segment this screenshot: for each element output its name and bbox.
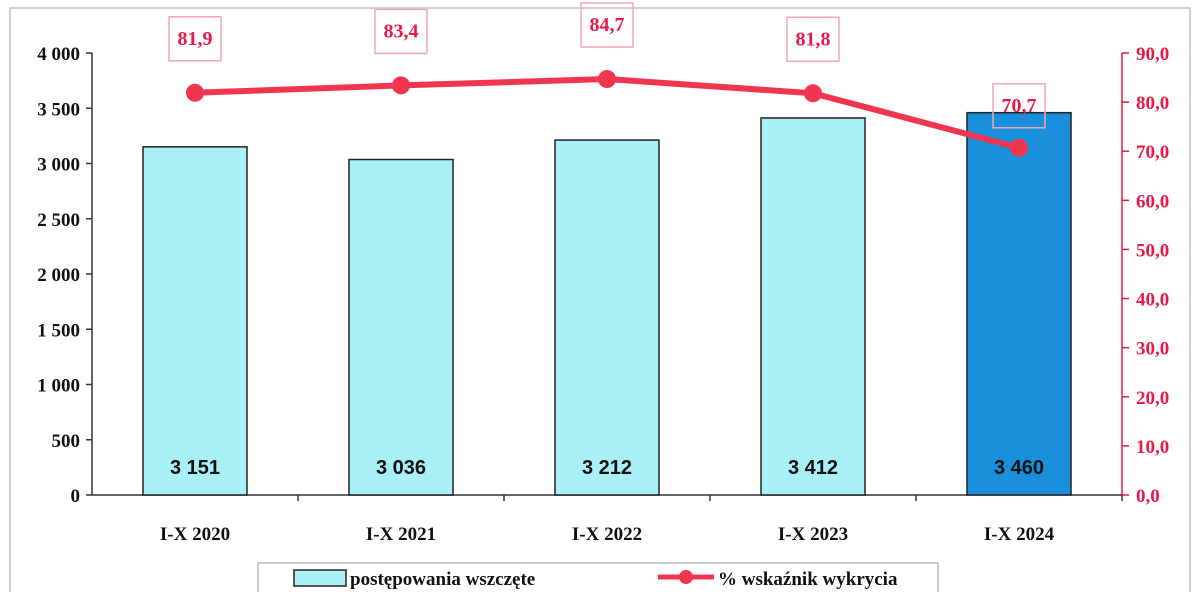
x-tick-label: I-X 2023 xyxy=(778,524,848,545)
left-tick-label: 0 xyxy=(71,486,81,507)
right-tick-label: 70,0 xyxy=(1136,142,1169,163)
left-tick-label: 1 000 xyxy=(37,376,80,397)
line-point xyxy=(804,84,822,103)
chart-border xyxy=(9,7,1191,592)
bar xyxy=(966,111,1072,496)
line-point xyxy=(186,83,204,102)
bar-value-label: 3 151 xyxy=(170,457,220,479)
bar xyxy=(348,158,454,496)
legend-bar-label: postępowania wszczęte xyxy=(350,569,535,590)
right-tick-label: 50,0 xyxy=(1136,240,1169,261)
x-tick-label: I-X 2020 xyxy=(160,524,230,545)
x-tick-label: I-X 2024 xyxy=(984,524,1055,545)
x-tick-label: I-X 2021 xyxy=(366,524,436,545)
right-tick-label: 20,0 xyxy=(1136,388,1169,409)
right-tick-label: 0,0 xyxy=(1136,486,1160,507)
bar xyxy=(142,146,248,496)
line-label-box xyxy=(168,16,222,62)
bar-value-label: 3 412 xyxy=(788,457,838,479)
line-point xyxy=(392,76,410,95)
bar-label-box xyxy=(569,451,645,481)
right-tick-label: 30,0 xyxy=(1136,339,1169,360)
left-tick-label: 3 000 xyxy=(37,155,80,176)
left-tick-label: 4 000 xyxy=(37,44,80,65)
line-value-label: 81,9 xyxy=(178,28,213,50)
line-series xyxy=(194,76,1020,151)
line-value-label: 81,8 xyxy=(796,28,831,50)
bar xyxy=(760,117,866,496)
line-label-box xyxy=(374,8,428,55)
right-tick-label: 90,0 xyxy=(1136,44,1169,65)
bar-value-label: 3 036 xyxy=(376,457,426,479)
right-tick-label: 60,0 xyxy=(1136,191,1169,212)
left-tick-label: 500 xyxy=(52,431,81,452)
line-value-label: 84,7 xyxy=(590,14,625,36)
x-tick-label: I-X 2022 xyxy=(572,524,642,545)
legend-line-marker xyxy=(679,570,693,584)
line-label-box xyxy=(786,16,840,63)
right-tick-label: 10,0 xyxy=(1136,437,1169,458)
bar-label-box xyxy=(157,451,233,481)
legend-bar-swatch xyxy=(293,569,347,587)
bar xyxy=(554,139,660,496)
left-tick-label: 1 500 xyxy=(37,320,80,341)
line-value-label: 70,7 xyxy=(1002,95,1037,117)
line-label-box xyxy=(992,83,1046,129)
bar-value-label: 3 460 xyxy=(994,457,1044,479)
legend-box xyxy=(257,562,939,592)
line-point xyxy=(1010,138,1028,157)
line-label-box xyxy=(580,2,634,48)
right-tick-label: 40,0 xyxy=(1136,290,1169,311)
bar-label-box xyxy=(363,451,439,481)
left-tick-label: 2 500 xyxy=(37,210,80,231)
line-point xyxy=(598,70,616,89)
left-tick-label: 3 500 xyxy=(37,99,80,120)
bar-value-label: 3 212 xyxy=(582,457,632,479)
right-tick-label: 80,0 xyxy=(1136,93,1169,114)
legend-line-label: % wskaźnik wykrycia xyxy=(718,569,898,590)
line-value-label: 83,4 xyxy=(384,20,419,42)
bar-label-box xyxy=(775,451,851,481)
left-tick-label: 2 000 xyxy=(37,265,80,286)
bar-label-box xyxy=(981,451,1057,481)
